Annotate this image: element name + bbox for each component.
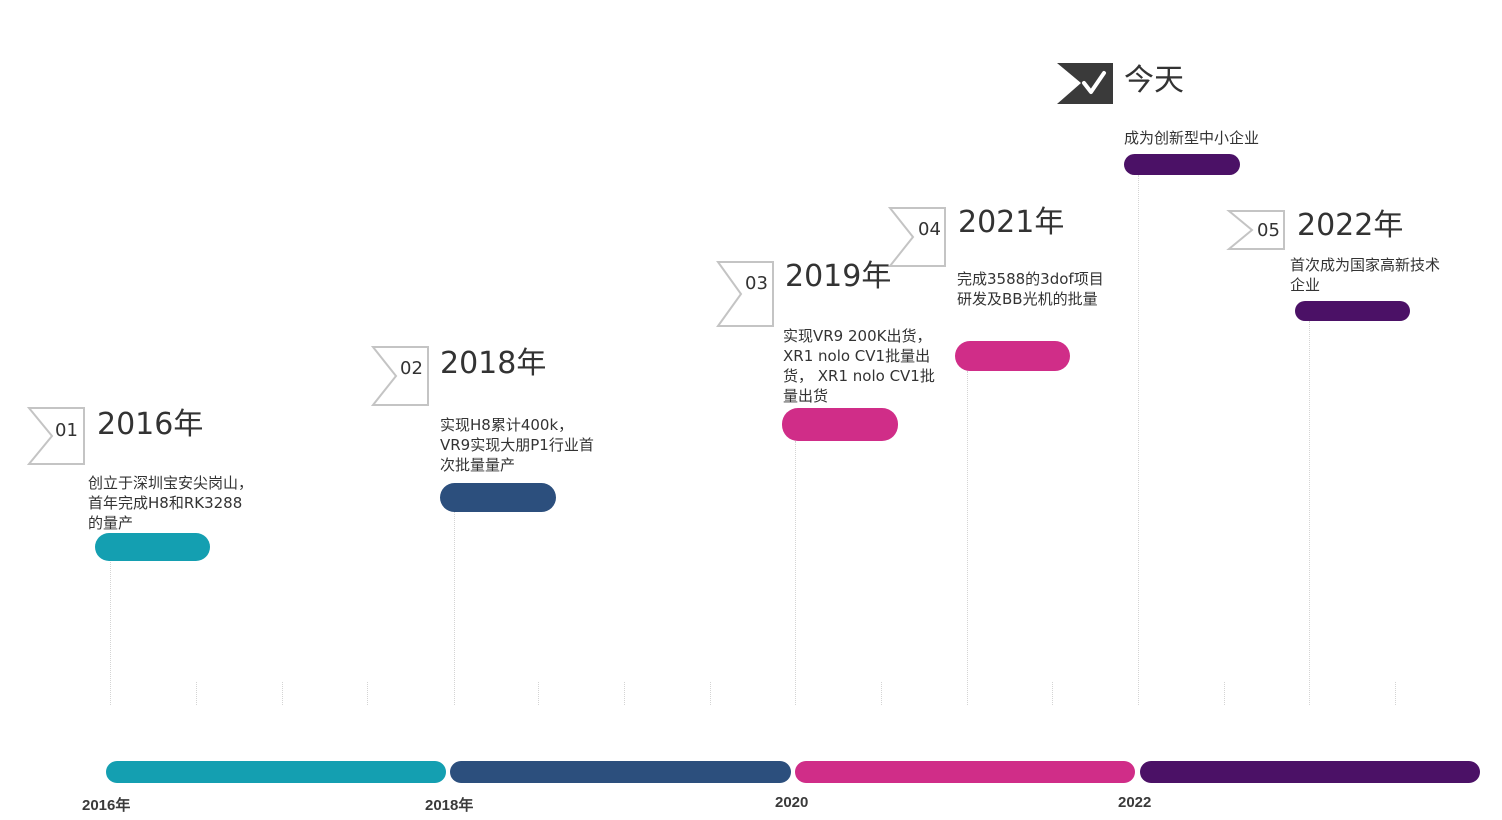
guide-line-04 (967, 371, 968, 705)
milestone-year: 2021年 (958, 205, 1065, 240)
timeline-segment-2016 (106, 761, 446, 783)
timeline-segment-2022 (1140, 761, 1480, 783)
axis-label-2016: 2016年 (82, 797, 131, 814)
guide-line-today (1138, 175, 1139, 705)
timeline-segment-2018 (450, 761, 791, 783)
guide-line-02 (454, 512, 455, 705)
milestone-description: 完成3588的3dof项目 研发及BB光机的批量 (957, 270, 1104, 308)
milestone-description: 创立于深圳宝安尖岗山， 首年完成H8和RK3288 的量产 (88, 474, 254, 532)
milestone-year: 2019年 (785, 259, 892, 294)
axis-label-2018: 2018年 (425, 797, 474, 814)
milestone-year: 2016年 (97, 407, 204, 442)
today-title: 今天 (1124, 63, 1184, 98)
guide-line-03 (795, 441, 796, 705)
milestone-pill (440, 483, 556, 512)
guide-line-01 (110, 562, 111, 705)
axis-tick (538, 682, 539, 705)
milestone-number: 01 (55, 420, 78, 441)
milestone-pill (95, 533, 210, 561)
axis-tick (1224, 682, 1225, 705)
milestone-number: 04 (918, 219, 941, 240)
axis-tick (196, 682, 197, 705)
axis-tick (1052, 682, 1053, 705)
axis-tick (1395, 682, 1396, 705)
axis-label-2020: 2020 (775, 794, 809, 811)
milestone-number: 02 (400, 358, 423, 379)
milestone-pill (1124, 154, 1240, 175)
milestone-description: 首次成为国家高新技术 企业 (1290, 256, 1441, 294)
milestone-number: 05 (1257, 220, 1280, 241)
flag-icon (1226, 210, 1285, 250)
flag-icon (26, 407, 85, 465)
milestone-number: 03 (745, 273, 768, 294)
timeline-segment-2020 (795, 761, 1135, 783)
milestone-year: 2022年 (1297, 208, 1404, 243)
today-description: 成为创新型中小企业 (1124, 129, 1260, 147)
axis-tick (710, 682, 711, 705)
milestone-description: 实现H8累计400k， VR9实现大朋P1行业首 次批量量产 (440, 416, 594, 474)
axis-tick (624, 682, 625, 705)
axis-tick (881, 682, 882, 705)
flag-icon (887, 207, 946, 267)
milestone-pill (1295, 301, 1410, 321)
guide-line-05 (1309, 321, 1310, 705)
flag-icon (716, 261, 774, 327)
milestone-year: 2018年 (440, 346, 547, 381)
milestone-pill (955, 341, 1070, 371)
milestone-description: 实现VR9 200K出货， XR1 nolo CV1批量出 货， XR1 nol… (783, 327, 935, 405)
milestone-pill (782, 408, 898, 441)
check-icon (1057, 63, 1113, 104)
flag-icon (370, 346, 429, 406)
axis-label-2022: 2022 (1118, 794, 1152, 811)
axis-tick (367, 682, 368, 705)
axis-tick (282, 682, 283, 705)
